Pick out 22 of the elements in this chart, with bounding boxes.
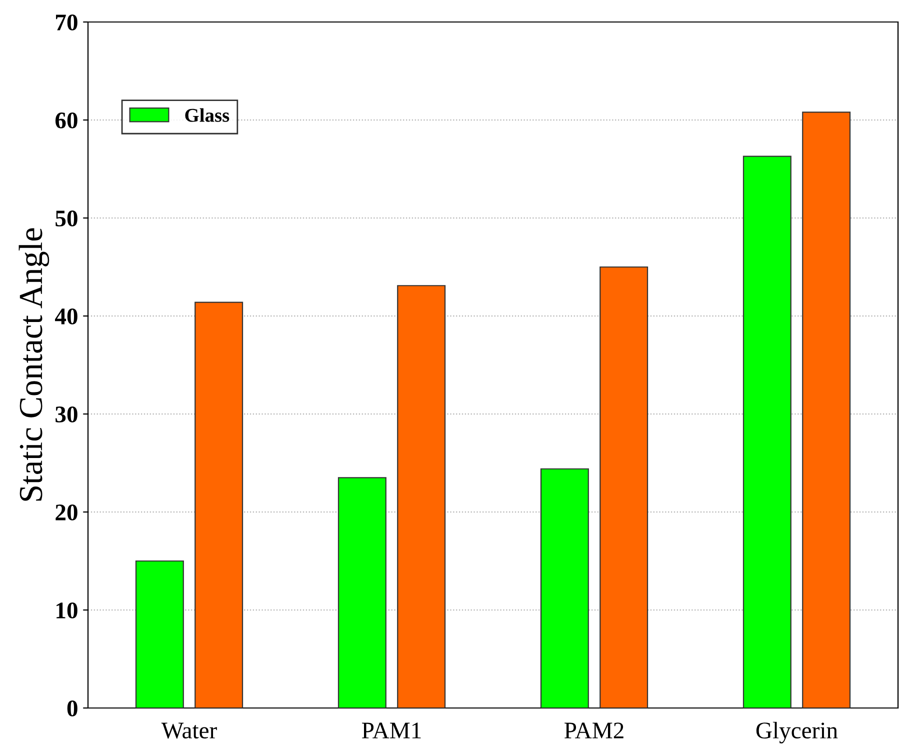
legend-label: Glass — [185, 108, 230, 122]
bar — [194, 302, 244, 708]
y-tick-label: 60 — [55, 112, 78, 128]
bar — [338, 477, 386, 708]
y-tick-label: 50 — [56, 210, 78, 226]
bar — [397, 285, 446, 708]
y-tick-label: 40 — [54, 308, 78, 324]
y-tick-label: 70 — [56, 14, 78, 30]
y-tick-label: 0 — [67, 700, 78, 716]
bar — [802, 112, 851, 708]
y-tick-label: 30 — [56, 406, 78, 422]
x-tick-label: PAM1 — [362, 722, 421, 738]
bar — [742, 156, 792, 708]
bar — [540, 468, 589, 708]
x-tick-label: PAM2 — [564, 722, 624, 738]
x-tick-label: Glycerin — [756, 722, 838, 744]
y-tick-label: 20 — [56, 504, 78, 520]
x-tick-label: Water — [161, 722, 217, 739]
bar — [600, 266, 648, 708]
y-tick-label: 10 — [56, 602, 78, 618]
bar — [135, 560, 184, 708]
y-axis-title: Static Contact Angle — [18, 228, 50, 501]
